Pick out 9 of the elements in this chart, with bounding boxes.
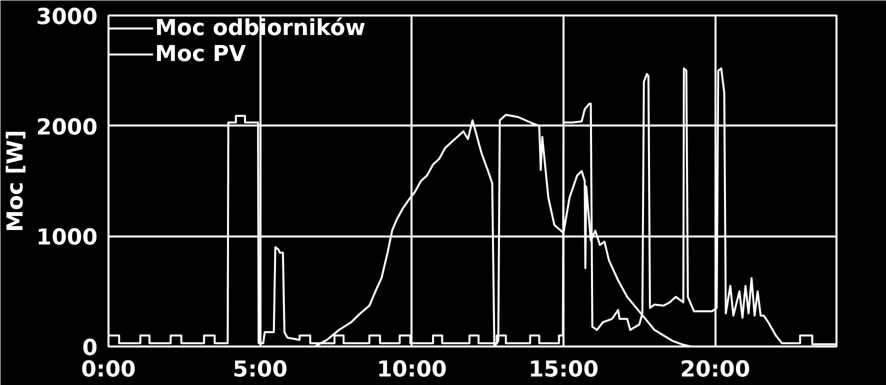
x-tick-label: 5:00 xyxy=(232,358,288,382)
x-tick-label: 15:00 xyxy=(528,358,599,382)
x-tick-label: 10:00 xyxy=(376,358,447,382)
legend-label: Moc PV xyxy=(155,41,246,67)
x-tick-label: 20:00 xyxy=(680,358,750,382)
y-tick-label: 2000 xyxy=(36,115,98,140)
y-tick-label: 3000 xyxy=(36,5,98,30)
y-tick-label: 1000 xyxy=(36,226,98,251)
y-axis-title: Moc [W] xyxy=(3,130,28,232)
